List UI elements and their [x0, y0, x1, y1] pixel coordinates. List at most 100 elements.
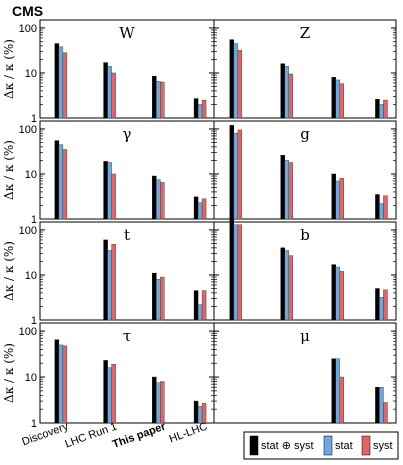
bar-τ-this-paper-total: [152, 376, 157, 424]
y-tick-label: 1: [31, 214, 37, 226]
bar-τ-this-paper-syst: [160, 381, 165, 424]
bar-W-hl-lhc-syst: [201, 99, 207, 119]
bar-γ-lhc-run-1-total: [103, 161, 108, 220]
bar-b-lhc-run-1-syst: [288, 255, 293, 321]
panel-label-τ: τ: [123, 327, 131, 345]
bar-g-discovery-stat: [233, 133, 239, 220]
legend-box: [243, 431, 399, 460]
y-tick-label: 10: [25, 169, 37, 181]
category-label-hl-lhc: HL-LHC: [168, 421, 209, 446]
bar-t-this-paper-syst: [160, 276, 165, 321]
bar-W-discovery-stat: [58, 46, 64, 119]
panel-label-Z: Z: [300, 24, 310, 42]
bar-γ-discovery-syst: [62, 149, 68, 220]
panel-label-t: t: [124, 226, 130, 244]
y-tick-label: 100: [19, 23, 37, 35]
bar-g-hl-lhc-total: [375, 194, 380, 220]
panel-frame: [213, 322, 397, 424]
bar-Z-lhc-run-1-stat: [284, 66, 289, 119]
panel-label-g: g: [300, 125, 310, 143]
bar-W-this-paper-stat: [156, 81, 161, 119]
bar-Z-lhc-run-1-total: [280, 63, 285, 119]
y-tick-label: 10: [25, 68, 37, 80]
y-tick-label: 1: [31, 418, 37, 430]
bar-μ-this-paper-syst: [339, 376, 344, 424]
bar-Z-hl-lhc-stat: [379, 104, 384, 119]
panel-label-γ: γ: [123, 125, 132, 143]
category-label-lhc-run-1: LHC Run 1: [63, 421, 118, 451]
legend-label-0: stat ⊕ syst: [261, 440, 314, 452]
bar-Z-lhc-run-1-syst: [288, 73, 293, 119]
legend-label-1: stat: [335, 440, 353, 452]
legend: stat ⊕ syst stat syst: [243, 431, 399, 460]
panel-frame: [213, 221, 397, 321]
bar-W-hl-lhc-total: [193, 98, 199, 119]
bar-t-lhc-run-1-total: [103, 239, 108, 321]
bar-μ-this-paper-total: [331, 358, 336, 424]
bar-Z-this-paper-total: [331, 77, 336, 119]
bar-γ-lhc-run-1-stat: [107, 162, 112, 220]
y-axis-label: Δκ / κ (%): [2, 241, 16, 301]
bar-τ-lhc-run-1-syst: [111, 364, 116, 424]
bar-μ-hl-lhc-stat: [379, 387, 384, 424]
bar-W-discovery-total: [54, 43, 60, 119]
bar-W-this-paper-syst: [160, 81, 165, 119]
bar-b-lhc-run-1-stat: [284, 250, 289, 321]
panels-layer: W 1 10 100 Zγ 1 10 100 g t 1 10 100 b τ 1 10 100 μ Δκ / κ (…: [2, 19, 397, 451]
bar-b-lhc-run-1-total: [280, 247, 285, 321]
bar-τ-discovery-syst: [62, 345, 68, 424]
y-tick-label: 100: [19, 225, 37, 237]
legend-swatch-2: [361, 435, 371, 456]
bar-g-hl-lhc-syst: [383, 195, 388, 220]
y-tick-label: 1: [31, 113, 37, 125]
panel-label-μ: μ: [300, 327, 310, 345]
bar-μ-hl-lhc-syst: [383, 402, 388, 424]
panel-frame: [213, 19, 397, 119]
bar-W-discovery-syst: [62, 52, 68, 119]
bar-Z-this-paper-stat: [335, 79, 340, 119]
bar-τ-this-paper-stat: [156, 382, 161, 424]
bar-W-lhc-run-1-stat: [107, 66, 112, 119]
bar-W-lhc-run-1-total: [103, 62, 108, 119]
y-tick-label: 10: [25, 270, 37, 282]
bar-τ-lhc-run-1-stat: [107, 367, 112, 424]
bar-b-this-paper-stat: [335, 266, 340, 321]
bar-Z-discovery-total: [229, 39, 235, 119]
bar-γ-this-paper-stat: [156, 179, 161, 220]
bar-t-hl-lhc-total: [193, 290, 199, 321]
bar-γ-hl-lhc-syst: [201, 198, 207, 220]
bar-b-hl-lhc-stat: [379, 297, 384, 321]
bar-t-lhc-run-1-stat: [107, 250, 112, 321]
bar-μ-hl-lhc-total: [375, 387, 380, 424]
bar-τ-discovery-stat: [58, 344, 64, 424]
y-axis-label: Δκ / κ (%): [2, 343, 16, 403]
bar-b-hl-lhc-total: [375, 288, 380, 321]
bar-g-discovery-total: [229, 125, 235, 220]
bar-t-hl-lhc-syst: [201, 290, 207, 321]
y-axis-label: Δκ / κ (%): [2, 39, 16, 99]
y-tick-label: 100: [19, 124, 37, 136]
bar-γ-this-paper-total: [152, 175, 157, 220]
y-axis-label: Δκ / κ (%): [2, 140, 16, 200]
legend-swatch-0: [249, 435, 259, 456]
bar-τ-hl-lhc-stat: [197, 406, 203, 424]
bar-b-hl-lhc-syst: [383, 289, 388, 321]
bar-t-lhc-run-1-syst: [111, 244, 116, 321]
panel-label-b: b: [300, 226, 310, 244]
chart-title: CMS: [12, 3, 43, 19]
bar-Z-hl-lhc-total: [375, 99, 380, 119]
bar-γ-discovery-stat: [58, 144, 64, 220]
bar-g-lhc-run-1-stat: [284, 160, 289, 220]
legend-swatch-1: [323, 435, 333, 456]
bar-Z-discovery-stat: [233, 43, 239, 119]
bar-γ-this-paper-syst: [160, 182, 165, 220]
bar-g-discovery-syst: [237, 129, 243, 220]
bar-γ-discovery-total: [54, 140, 60, 220]
bar-b-discovery-syst: [237, 224, 243, 321]
bar-g-lhc-run-1-total: [280, 155, 285, 220]
bar-τ-lhc-run-1-total: [103, 360, 108, 424]
bar-g-hl-lhc-stat: [379, 203, 384, 220]
bar-g-this-paper-total: [331, 173, 336, 220]
bar-g-lhc-run-1-syst: [288, 162, 293, 220]
